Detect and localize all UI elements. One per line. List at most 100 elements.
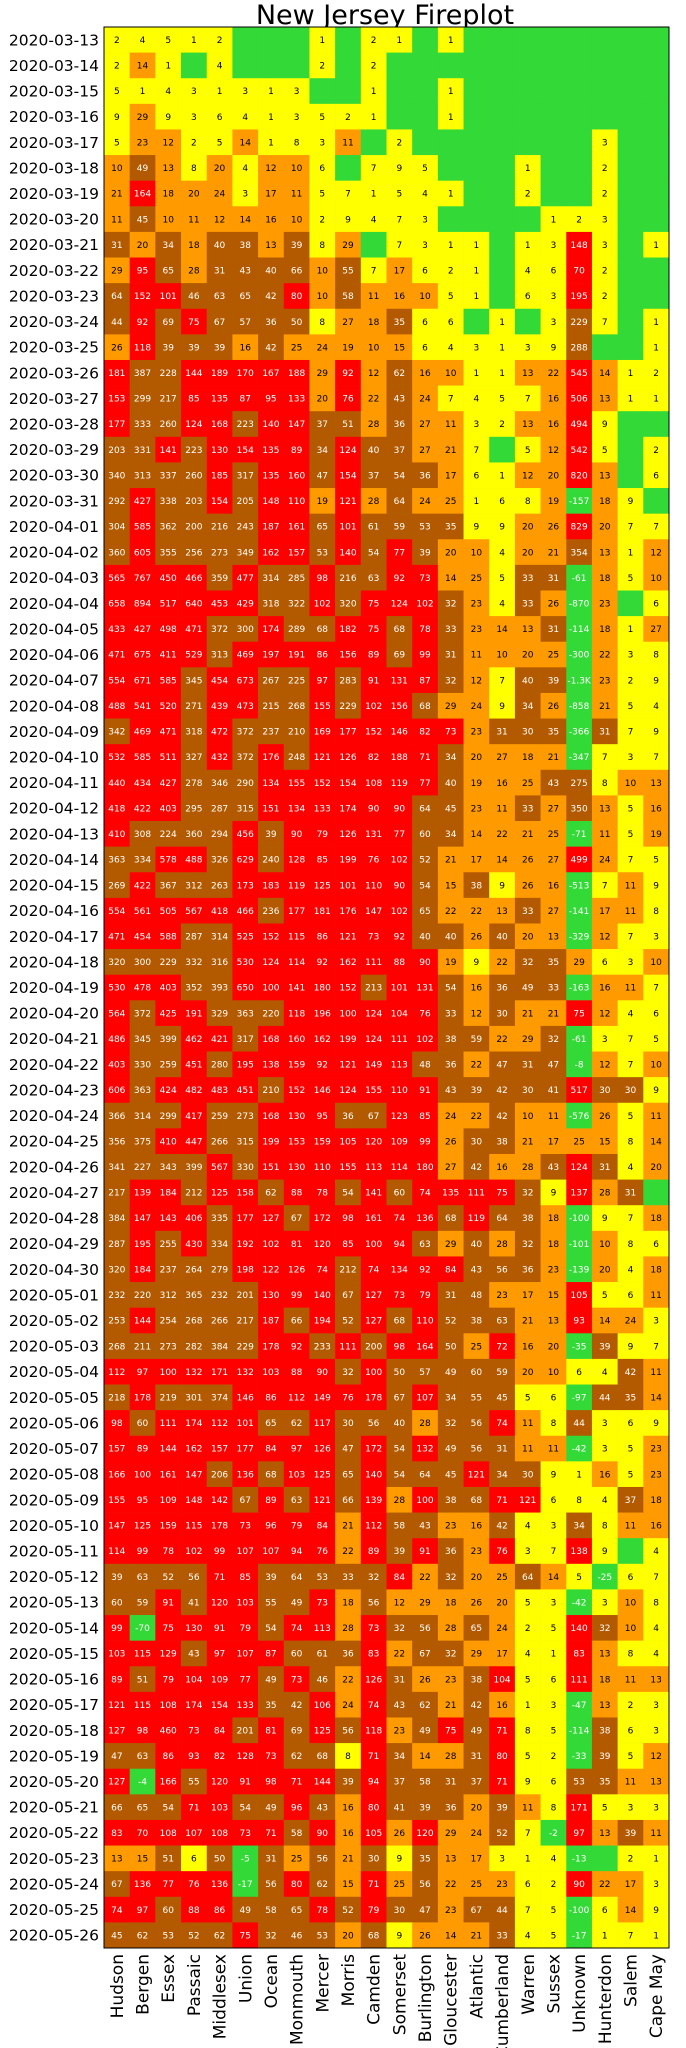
cell-value-label: 8	[576, 1496, 582, 1506]
heatmap-cell	[540, 513, 567, 540]
cell-value-label: 13	[522, 420, 533, 430]
cell-value-label: 6	[525, 292, 531, 302]
heatmap-cell	[206, 564, 233, 591]
heatmap-cell	[386, 1768, 413, 1795]
cell-value-label: 1	[268, 87, 274, 97]
row-tick-label: 2020-05-07	[9, 1440, 99, 1458]
heatmap-cell	[566, 1153, 593, 1180]
cell-value-label: 352	[185, 984, 202, 994]
cell-value-label: 22	[471, 1061, 482, 1071]
heatmap-cell	[181, 1256, 208, 1283]
heatmap-cell	[335, 564, 362, 591]
cell-value-label: 471	[160, 728, 177, 738]
cell-value-label: 29	[342, 241, 354, 251]
heatmap-cell	[283, 513, 310, 540]
cell-value-label: 39	[111, 1573, 123, 1583]
heatmap-cell	[566, 692, 593, 719]
heatmap-cell	[514, 283, 541, 310]
heatmap-cell	[437, 231, 464, 258]
cell-value-label: 469	[237, 651, 254, 661]
cell-value-label: 2	[499, 420, 505, 430]
heatmap-cell	[360, 1794, 387, 1821]
heatmap-cell	[566, 1845, 593, 1872]
cell-value-label: 554	[108, 907, 125, 917]
heatmap-cell	[104, 1640, 130, 1667]
cell-value-label: 124	[391, 600, 408, 610]
cell-value-label: 55	[265, 1598, 276, 1608]
cell-value-label: 42	[265, 292, 276, 302]
heatmap-cell	[360, 1153, 387, 1180]
cell-value-label: 360	[185, 830, 202, 840]
cell-value-label: 12	[394, 1598, 405, 1608]
heatmap-cell	[412, 103, 439, 130]
heatmap-cell	[360, 744, 387, 771]
heatmap-cell	[463, 1410, 490, 1437]
heatmap-cell	[463, 436, 490, 463]
cell-value-label: 50	[291, 318, 303, 328]
heatmap-cell	[489, 539, 516, 566]
cell-value-label: 7	[371, 267, 377, 277]
cell-value-label: 153	[288, 1137, 305, 1147]
heatmap-cell	[591, 1615, 618, 1641]
cell-value-label: 308	[134, 830, 151, 840]
cell-value-label: 22	[599, 651, 610, 661]
cell-value-label: 114	[288, 958, 305, 968]
heatmap-cell	[309, 692, 336, 719]
cell-value-label: 134	[288, 804, 305, 814]
heatmap-cell	[566, 257, 593, 284]
cell-value-label: 90	[291, 830, 303, 840]
cell-value-label: 14	[599, 1317, 611, 1327]
cell-value-label: 95	[317, 1112, 328, 1122]
cell-value-label: 1	[499, 318, 505, 328]
cell-value-label: 49	[471, 1726, 483, 1736]
heatmap-cell	[258, 692, 285, 719]
heatmap-cell	[591, 1819, 618, 1846]
cell-value-label: 58	[291, 1829, 303, 1839]
heatmap-cell	[335, 462, 362, 489]
cell-value-label: 107	[262, 1547, 279, 1557]
cell-value-label: 15	[394, 343, 405, 353]
heatmap-cell	[181, 1358, 208, 1385]
cell-value-label: 16	[496, 1163, 508, 1173]
heatmap-cell	[591, 1589, 618, 1616]
cell-value-label: 87	[265, 1650, 276, 1660]
cell-value-label: 3	[499, 1855, 505, 1865]
cell-value-label: 7	[628, 1061, 634, 1071]
cell-value-label: 127	[108, 1726, 125, 1736]
heatmap-cell	[309, 513, 336, 540]
cell-value-label: 3	[653, 1726, 659, 1736]
cell-value-label: 11	[522, 1803, 533, 1813]
cell-value-label: 21	[445, 1701, 456, 1711]
cell-value-label: 52	[445, 1317, 456, 1327]
heatmap-cell	[181, 257, 208, 284]
heatmap-cell	[514, 231, 541, 258]
heatmap-cell	[181, 718, 208, 745]
heatmap-cell	[181, 1435, 208, 1462]
heatmap-cell	[386, 1486, 413, 1513]
heatmap-cell	[283, 795, 310, 822]
heatmap-cell	[283, 1486, 310, 1513]
heatmap-cell	[283, 539, 310, 566]
heatmap-cell	[566, 1896, 593, 1923]
heatmap-cell	[386, 1025, 413, 1052]
cell-value-label: 53	[317, 548, 328, 558]
heatmap-cell	[463, 1563, 490, 1590]
cell-value-label: 2	[628, 676, 634, 686]
heatmap-cell	[129, 1384, 156, 1411]
heatmap-cell	[335, 1025, 362, 1052]
cell-value-label: 108	[160, 1701, 177, 1711]
heatmap-cell	[566, 1615, 593, 1641]
cell-value-label: 19	[650, 830, 662, 840]
cell-value-label: 13	[599, 1650, 610, 1660]
heatmap-cell	[540, 1768, 567, 1795]
column-tick-label: Union	[236, 1954, 256, 2003]
cell-value-label: 96	[291, 1803, 303, 1813]
cell-value-label: 472	[211, 728, 228, 738]
cell-value-label: 6	[319, 164, 325, 174]
cell-value-label: 64	[419, 1470, 431, 1480]
cell-value-label: 18	[650, 1214, 662, 1224]
cell-value-label: 23	[137, 138, 148, 148]
heatmap-cell	[232, 1871, 259, 1898]
heatmap-cell	[283, 1025, 310, 1052]
heatmap-cell	[489, 1051, 516, 1078]
